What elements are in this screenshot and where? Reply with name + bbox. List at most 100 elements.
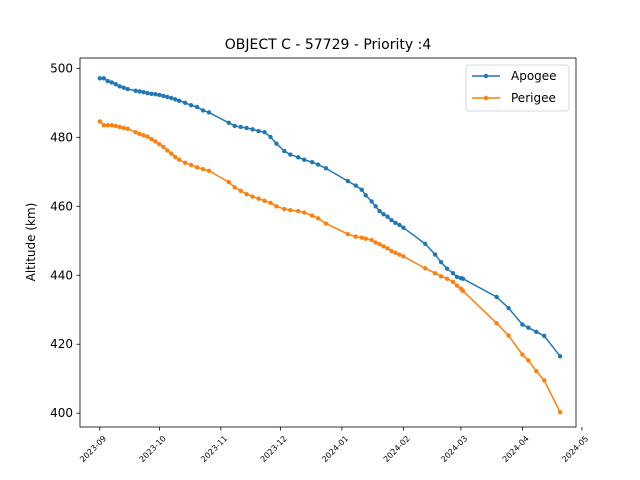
perigee-data-point [173,154,178,160]
apogee-data-point [97,76,103,81]
perigee-data-point [557,409,563,415]
perigee-data-point [381,244,386,249]
perigee-data-point [506,333,511,338]
apogee-data-point [385,214,390,219]
apogee-data-point [401,225,406,230]
perigee-data-point [494,320,499,326]
apogee-data-point [460,276,466,281]
apogee-data-point [557,354,563,359]
perigee-data-point [157,142,162,147]
legend: Apogee Perigee [465,64,570,112]
perigee-data-point [165,148,170,153]
apogee-data-point [381,212,386,217]
apogee-data-point [274,141,279,146]
apogee-data-point [438,259,444,265]
perigee-data-point [401,254,406,259]
apogee-data-point [141,89,146,95]
apogee-data-point [157,92,162,98]
apogee-data-point [161,93,166,99]
perigee-data-point [460,288,466,293]
apogee-data-point [444,266,450,271]
perigee-data-point [256,196,261,201]
perigee-data-point [232,185,237,190]
perigee-data-point [244,192,249,197]
perigee-data-point [268,200,273,206]
apogee-data-point [432,252,438,257]
perigee-data-point [296,208,301,214]
perigee-data-point [200,166,206,172]
perigee-data-point [113,123,118,129]
apogee-series-line [99,77,561,357]
perigee-data-point [109,123,114,128]
perigee-data-point [133,129,138,135]
perigee-data-point [141,133,146,138]
perigee-data-point [105,123,110,128]
perigee-data-point [315,216,321,221]
perigee-data-point [359,235,364,240]
perigee-data-point [125,126,130,131]
perigee-data-point [262,198,267,203]
apogee-data-point [397,222,402,228]
x-tick-label: 2023-09 [78,434,108,464]
x-tick-label: 2023-12 [259,434,289,464]
x-tick-label: 2023-11 [199,434,229,464]
apogee-data-point [542,333,547,339]
apogee-data-point [288,152,293,157]
perigee-series-line [99,120,561,413]
perigee-data-point [454,283,460,288]
perigee-data-point [238,188,243,193]
apogee-data-point [450,270,456,276]
apogee-data-point [301,157,307,162]
y-tick-label: 400 [50,406,73,420]
apogee-data-point [145,90,150,96]
apogee-data-point [149,91,154,97]
apogee-data-point [188,103,194,108]
perigee-data-point [363,236,368,241]
chart-title: OBJECT C - 57729 - Priority :4 [225,37,432,53]
perigee-data-point [369,237,374,243]
apogee-data-point [133,88,138,93]
perigee-data-point [161,144,166,150]
apogee-data-point [173,97,178,102]
perigee-data-point [137,131,142,137]
perigee-data-point [450,279,456,285]
perigee-data-point [345,232,351,237]
perigee-legend-label: Perigee [511,91,556,105]
y-tick-label: 500 [50,61,73,75]
perigee-data-point [323,221,329,226]
apogee-data-point [101,76,107,81]
apogee-data-point [137,89,142,94]
apogee-data-point [194,104,200,110]
perigee-data-point [117,124,122,130]
perigee-data-point [309,213,315,218]
perigee-data-point [182,160,188,166]
y-tick-label: 420 [50,337,73,351]
perigee-data-point [301,210,307,215]
perigee-data-point [194,165,200,170]
apogee-data-point [226,120,231,126]
apogee-data-point [345,178,351,184]
perigee-data-point [423,266,428,271]
y-tick-label: 440 [50,268,73,282]
apogee-data-point [526,325,531,330]
y-axis: 400 420 440 460 480 500 [50,61,80,420]
perigee-data-point [397,252,402,257]
perigee-data-point [393,250,398,256]
series-lines [97,76,563,415]
apogee-data-point [315,162,321,167]
x-tick-label: 2024-05 [560,434,590,464]
apogee-data-point [506,305,511,311]
apogee-data-point [169,95,174,101]
apogee-data-point [369,199,374,204]
perigee-data-point [206,168,212,173]
perigee-data-point [534,368,539,374]
apogee-data-point [121,85,126,90]
apogee-data-point [125,86,130,92]
perigee-data-point [389,248,394,254]
apogee-data-point [520,322,525,327]
perigee-data-point [145,134,150,139]
apogee-legend-label: Apogee [511,69,557,83]
perigee-data-point [226,179,231,185]
x-tick-label: 2023-10 [138,434,168,464]
apogee-legend-marker [483,73,489,79]
